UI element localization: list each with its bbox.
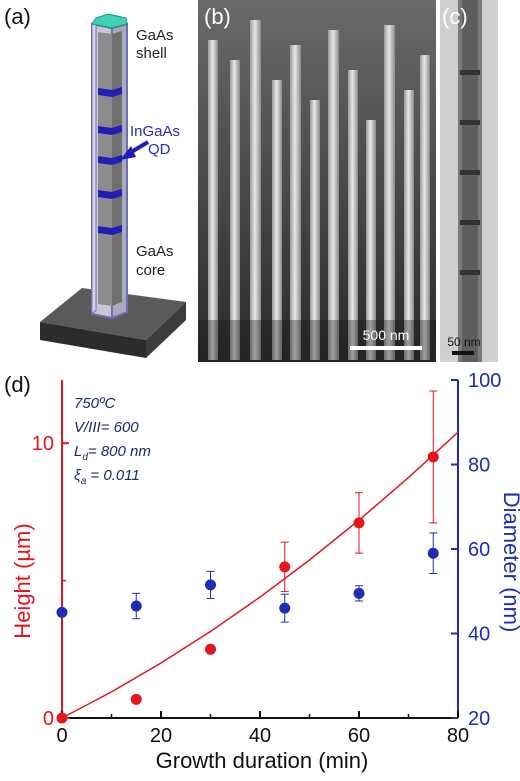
height-point	[56, 712, 68, 724]
y-axis-left-label: Height (µm)	[10, 523, 35, 638]
annotation-line: 750ºC	[74, 395, 116, 412]
diameter-point	[279, 602, 291, 614]
x-tick-label: 40	[249, 725, 271, 747]
qd-label-1: InGaAs	[130, 123, 180, 140]
core-front	[98, 32, 112, 306]
y-right-tick-label: 40	[468, 624, 490, 646]
qd-label-2: QD	[148, 141, 171, 158]
panel-c-label: (c)	[442, 4, 468, 29]
y-right-tick-label: 100	[468, 370, 501, 392]
core-label-2: core	[136, 262, 165, 279]
y-right-tick-label: 60	[468, 539, 490, 561]
tem-scalebar	[452, 351, 474, 355]
tem-image: 50 nm	[440, 0, 498, 362]
annotation-line: V/III= 600	[74, 419, 139, 436]
annotation-block: 750ºC V/III= 600 Ld= 800 nm ξa = 0.011	[74, 395, 151, 487]
shell-left	[91, 18, 97, 316]
height-point	[353, 517, 365, 529]
height-point	[427, 451, 439, 463]
tem-scalebar-label: 50 nm	[447, 335, 480, 349]
shell-label-1: GaAs	[136, 27, 174, 44]
panel-a-label: (a)	[4, 4, 31, 29]
substrate-front	[40, 322, 146, 358]
panel-a: GaAs shell InGaAs QD GaAs core (a)	[0, 0, 200, 362]
diameter-point	[56, 606, 68, 618]
shell-label-2: shell	[136, 45, 167, 62]
sem-scalebar	[350, 346, 422, 350]
panel-b-label: (b)	[204, 4, 231, 29]
core-side	[112, 31, 122, 306]
height-point	[279, 561, 291, 573]
core-label-1: GaAs	[136, 243, 174, 260]
diameter-point	[353, 587, 365, 599]
y-right-tick-label: 20	[468, 708, 490, 730]
height-point	[205, 643, 216, 655]
substrate-side	[146, 302, 186, 358]
sem-scalebar-label: 500 nm	[363, 327, 410, 343]
x-tick-label: 0	[56, 725, 67, 747]
annotation-line: ξa = 0.011	[74, 467, 140, 487]
panel-c: 50 nm (c)	[440, 0, 498, 362]
x-tick-label: 20	[150, 725, 172, 747]
fit-curve	[61, 431, 459, 719]
x-tick-label: 60	[348, 725, 370, 747]
y-left-tick-label: 0	[43, 708, 54, 730]
chart-panel-label: (d)	[4, 372, 31, 397]
x-axis-label: Growth duration (min)	[156, 748, 369, 773]
shell-top-cap	[91, 13, 128, 29]
sem-image: 500 nm	[198, 0, 436, 362]
nanowire-schematic: GaAs shell InGaAs QD GaAs core	[40, 13, 186, 358]
annotation-line: Ld= 800 nm	[74, 443, 151, 463]
diameter-point	[427, 547, 439, 559]
quantum-dot-layers	[98, 87, 122, 235]
height-point	[130, 693, 142, 705]
panel-d: (d) 750ºC V/III= 600 Ld= 800 nm ξa = 0.011 …	[0, 362, 520, 776]
y-right-tick-label: 80	[468, 455, 490, 477]
x-tick-label: 80	[447, 725, 469, 747]
panel-b: 500 nm (b)	[198, 0, 436, 362]
y-left-tick-label: 10	[32, 433, 54, 455]
y-axis-right-label: Diameter (nm)	[499, 492, 520, 633]
diameter-point	[130, 600, 142, 612]
diameter-point	[205, 579, 216, 591]
